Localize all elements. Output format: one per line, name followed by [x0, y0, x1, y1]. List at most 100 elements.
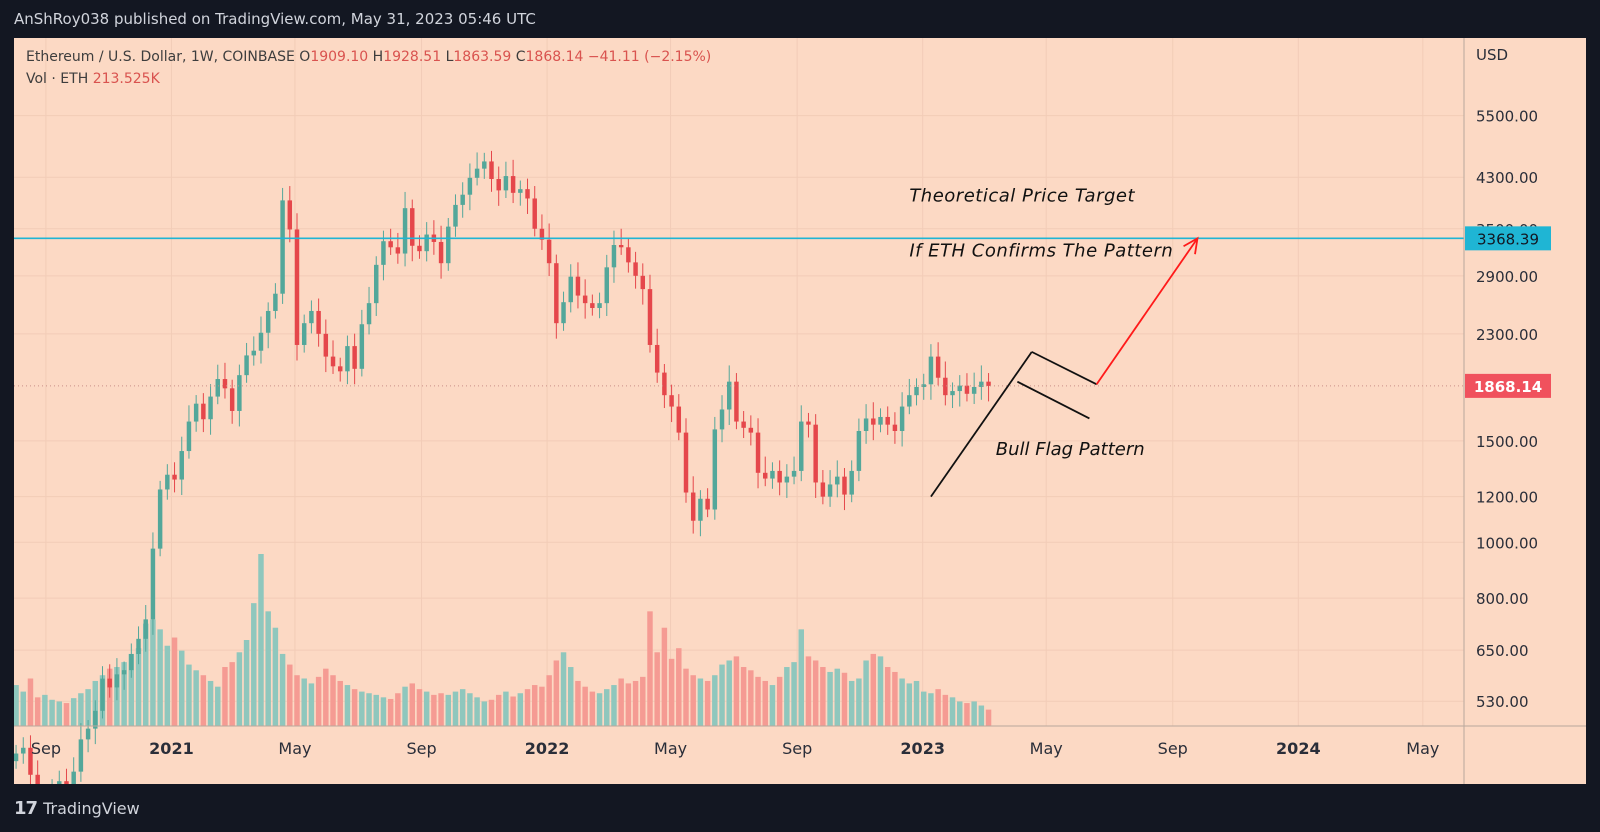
pattern-lines	[14, 236, 1464, 498]
volume-bar	[85, 689, 91, 726]
candle-body	[496, 178, 501, 191]
volume-bar	[841, 672, 848, 726]
volume-bar	[373, 694, 379, 726]
volume-bar	[459, 689, 466, 726]
footer-brand[interactable]: 17 TradingView	[14, 786, 140, 832]
volume-bar	[179, 650, 185, 726]
volume-bar	[488, 699, 495, 726]
volume-bar	[762, 680, 768, 726]
time-tick-label: 2023	[900, 739, 945, 758]
candle-body	[755, 432, 761, 473]
candle-body	[676, 406, 682, 433]
legend-symbol: Ethereum / U.S. Dollar, 1W, COINBASE	[26, 49, 295, 65]
candle-body	[229, 388, 235, 411]
volume-bar	[647, 611, 653, 726]
candle-body	[611, 245, 617, 268]
breakout-arrow-line	[1095, 237, 1199, 385]
candle-body	[690, 492, 696, 521]
volume-bar	[683, 668, 689, 726]
candle-body	[121, 670, 127, 675]
price-tick-label: 650.00	[1476, 642, 1529, 660]
legend-open-label: O	[299, 49, 311, 65]
price-chart[interactable]: 5500.004300.003500.002900.002300.001500.…	[14, 38, 1586, 784]
candle-body	[93, 710, 98, 729]
candle-body	[575, 276, 581, 296]
candle-body	[525, 189, 530, 199]
candle-body	[791, 470, 797, 477]
publisher-text: AnShRoy038 published on TradingView.com,…	[14, 10, 536, 28]
time-tick-label: Sep	[31, 739, 61, 758]
volume-bar	[416, 689, 423, 726]
candle-body	[561, 302, 566, 324]
volume-bar	[625, 683, 632, 726]
volume-bar	[14, 685, 19, 726]
candle-body	[330, 356, 336, 367]
candle-body	[381, 241, 386, 265]
candle-body	[222, 379, 228, 389]
candle-body	[539, 228, 545, 240]
candle-body	[294, 229, 300, 345]
annotations: Theoretical Price Target If ETH Confirms …	[909, 186, 1172, 460]
volume-bar	[776, 676, 783, 726]
candle-body	[878, 416, 883, 425]
volume-bar	[323, 668, 329, 726]
candle-body	[417, 245, 422, 252]
volume-bar	[359, 691, 365, 726]
volume-bar	[978, 705, 985, 726]
volume-bar	[20, 691, 26, 726]
candle-body	[374, 264, 379, 304]
candle-body	[741, 421, 746, 428]
candle-body	[921, 384, 926, 387]
price-tick-label: 530.00	[1476, 693, 1529, 711]
footer-brand-text: TradingView	[43, 799, 140, 818]
candle-body	[85, 728, 91, 740]
volume-bar	[49, 699, 55, 726]
candle-body	[957, 385, 962, 392]
volume-bar	[640, 676, 646, 726]
volume-bar	[863, 660, 869, 726]
volume-bar	[755, 676, 761, 726]
time-tick-label: May	[654, 739, 687, 758]
volume-bar	[892, 671, 898, 726]
flag-top-line	[1031, 351, 1098, 386]
volume-bar	[949, 697, 956, 726]
candle-body	[633, 262, 638, 276]
volume-bar	[971, 701, 977, 726]
volume-bar	[884, 667, 891, 726]
candle-body	[640, 275, 646, 290]
candle-body	[503, 176, 509, 191]
volume-bar	[34, 697, 41, 726]
volume-bar	[272, 627, 279, 726]
volume-bar	[445, 694, 452, 726]
volume-bar	[553, 660, 560, 726]
volume-bar	[200, 675, 207, 726]
candle-body	[907, 395, 912, 407]
candle-body	[402, 208, 408, 254]
candle-body	[201, 403, 206, 420]
candle-body	[345, 346, 350, 372]
chart-frame[interactable]: 5500.004300.003500.002900.002300.001500.…	[14, 38, 1586, 784]
candle-body	[590, 303, 595, 309]
legend-close-label: C	[515, 49, 526, 65]
candle-body	[395, 247, 401, 254]
candle-body	[806, 421, 811, 425]
last-price-label: 1868.14	[1474, 378, 1542, 396]
volume-bar	[294, 675, 300, 726]
candle-body	[21, 747, 26, 754]
volume-bar	[920, 691, 927, 726]
volume-bar	[431, 694, 437, 726]
tradingview-logo-icon: 17	[14, 798, 38, 819]
legend-high-label: H	[372, 49, 384, 65]
volume-bar	[524, 689, 531, 726]
candle-body	[215, 379, 220, 397]
candle-body	[979, 381, 984, 387]
volume-bar	[510, 696, 516, 726]
candle-body	[244, 355, 249, 376]
candle-body	[964, 385, 970, 394]
volume-bar	[366, 693, 372, 726]
volume-bar	[899, 678, 905, 726]
volume-bar	[438, 693, 444, 726]
candle-body	[71, 771, 76, 784]
volume-bar	[769, 685, 776, 726]
candle-body	[78, 739, 84, 772]
